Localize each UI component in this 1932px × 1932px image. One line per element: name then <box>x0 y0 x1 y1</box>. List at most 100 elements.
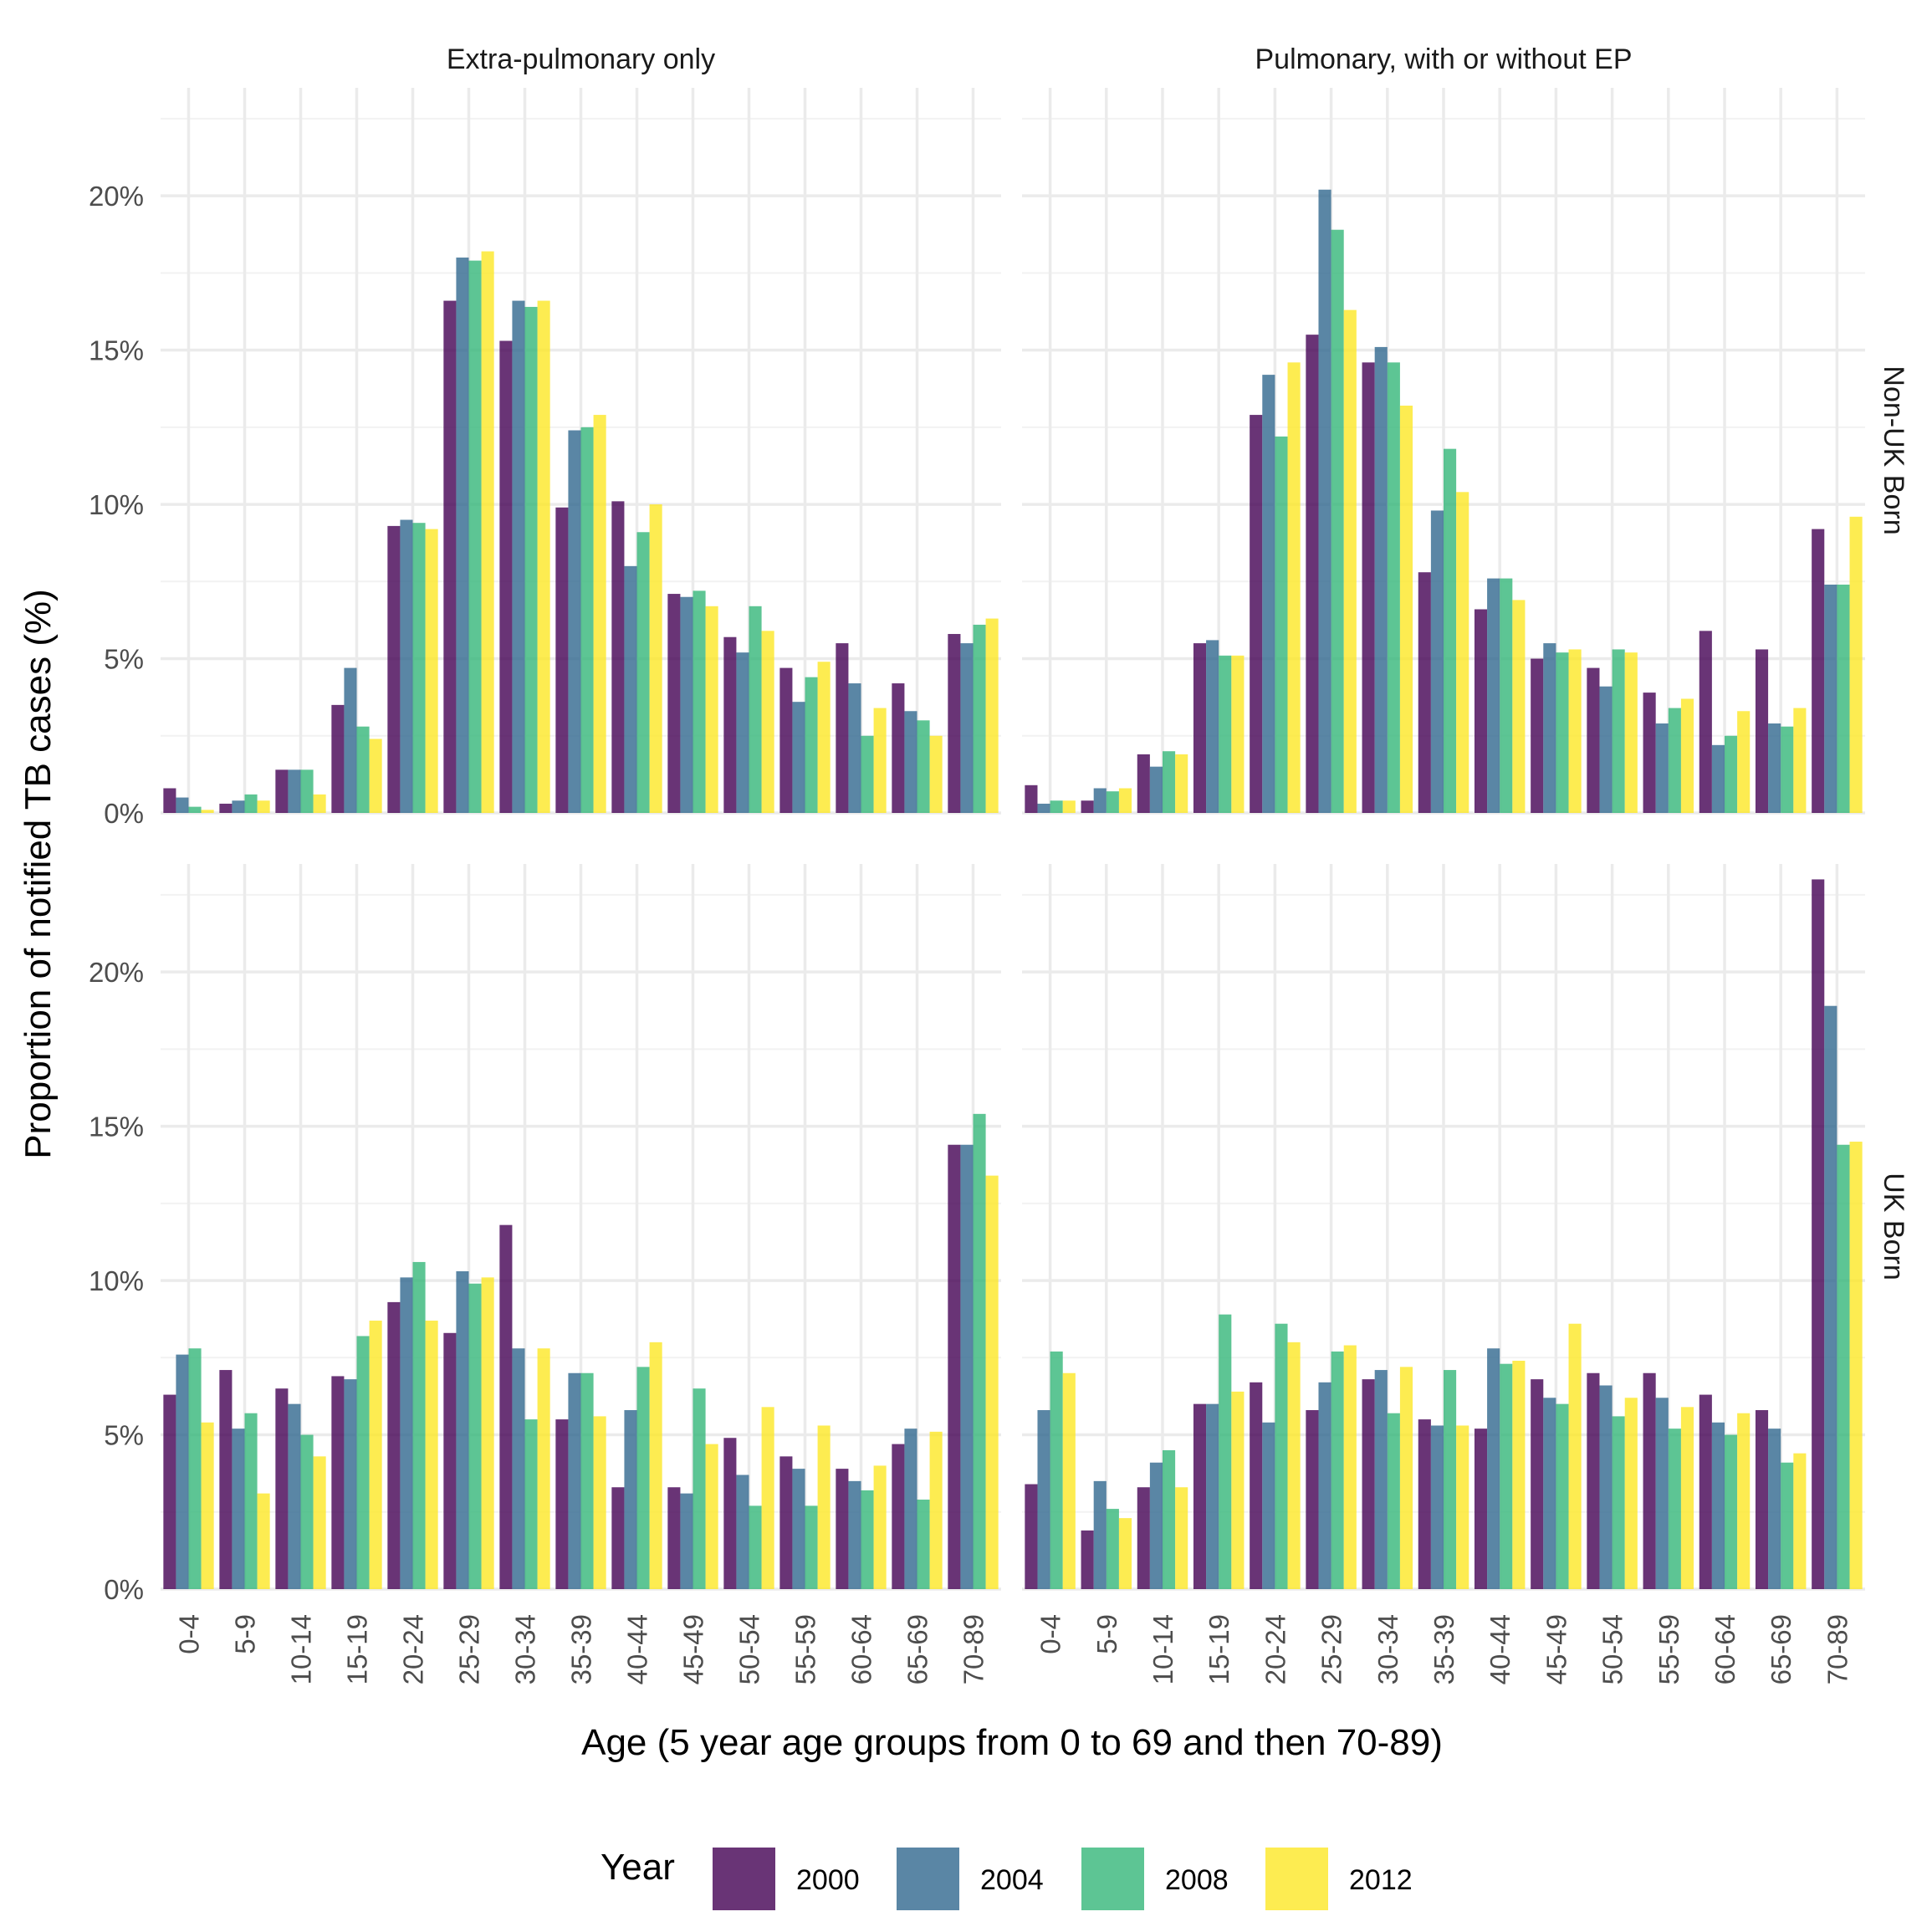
y-tick-label: 10% <box>89 1265 144 1296</box>
bar <box>1768 1429 1781 1589</box>
x-tick-label: 70-89 <box>958 1614 989 1684</box>
bar <box>244 794 258 813</box>
bar <box>1343 1345 1357 1589</box>
bar <box>667 594 681 813</box>
bar <box>512 300 525 813</box>
y-tick-label: 0% <box>104 798 144 829</box>
bar <box>1824 1005 1837 1589</box>
row-strip-label: UK Born <box>1878 1173 1909 1280</box>
x-tick-label: 40-44 <box>1485 1614 1515 1684</box>
bar <box>1081 1530 1094 1589</box>
bar <box>761 631 774 813</box>
bar <box>985 618 999 813</box>
bar <box>344 667 357 813</box>
bar <box>568 1372 581 1589</box>
bar <box>680 1493 693 1589</box>
panel: 0-4 5-9 10-14 15-19 20-24 25-29 30-34 35-39 40-4… <box>1022 864 1865 1684</box>
bar <box>1444 1370 1457 1589</box>
bar <box>1837 1144 1850 1589</box>
bar <box>1050 800 1063 813</box>
bar <box>499 340 513 813</box>
bar <box>904 1429 917 1589</box>
bar <box>624 565 637 813</box>
bar <box>1430 510 1444 813</box>
bar <box>792 702 805 813</box>
bar <box>1331 1351 1344 1589</box>
bar <box>1556 1403 1569 1589</box>
bar <box>163 1394 176 1589</box>
bar <box>524 306 538 813</box>
bar <box>313 1456 326 1589</box>
bar <box>1699 1394 1712 1589</box>
x-tick-label: 50-54 <box>1597 1614 1628 1684</box>
bar <box>275 769 289 813</box>
bar <box>917 720 930 813</box>
bar <box>929 735 943 813</box>
bar <box>1093 1480 1107 1589</box>
bar <box>736 1475 749 1589</box>
bar <box>1737 711 1751 813</box>
y-tick-label: 0% <box>104 1574 144 1605</box>
bar <box>1587 667 1600 813</box>
bar <box>232 1429 245 1589</box>
x-tick-label: 10-14 <box>1147 1614 1178 1684</box>
bar <box>344 1379 357 1589</box>
column-strip-label: Pulmonary, with or without EP <box>1255 43 1633 75</box>
bar <box>1149 1462 1163 1589</box>
x-tick-label: 30-34 <box>510 1614 541 1684</box>
bar <box>1624 1398 1638 1589</box>
bar <box>892 1444 905 1589</box>
legend-key <box>1265 1848 1328 1910</box>
bar <box>1668 708 1681 813</box>
bar <box>861 1490 874 1589</box>
x-tick-label: 10-14 <box>286 1614 317 1684</box>
bar <box>331 1376 345 1589</box>
bar <box>636 1367 650 1589</box>
bar <box>425 1321 438 1589</box>
bar <box>1275 436 1288 813</box>
bar <box>387 525 401 813</box>
x-tick-label: 25-29 <box>454 1614 485 1684</box>
bar <box>1193 643 1207 813</box>
bar <box>232 800 245 813</box>
bar <box>611 1487 625 1589</box>
bar <box>1781 726 1794 813</box>
bar <box>805 677 818 813</box>
bar <box>1474 1429 1488 1589</box>
bar <box>163 788 176 813</box>
bar <box>580 1372 594 1589</box>
bar <box>481 251 494 813</box>
bar <box>1037 1410 1050 1589</box>
x-tick-label: 35-39 <box>566 1614 597 1684</box>
bar <box>861 735 874 813</box>
bar <box>1543 643 1556 813</box>
bar <box>244 1413 258 1589</box>
bar <box>1250 1382 1263 1589</box>
y-axis-title: Proportion of notified TB cases (%) <box>18 589 59 1159</box>
bar <box>1106 791 1119 813</box>
bar <box>1275 1323 1288 1589</box>
bar <box>468 1283 482 1589</box>
legend-label: 2008 <box>1165 1864 1229 1896</box>
x-tick-label: 20-24 <box>1260 1614 1291 1684</box>
bar <box>1849 1142 1863 1589</box>
x-tick-label: 20-24 <box>398 1614 429 1684</box>
bar <box>331 704 345 813</box>
bar <box>779 1456 793 1589</box>
bar <box>1624 652 1638 813</box>
bar <box>1418 1419 1431 1589</box>
bar <box>1050 1351 1063 1589</box>
bar <box>300 769 314 813</box>
bar <box>387 1301 401 1589</box>
bar <box>1543 1398 1556 1589</box>
bar <box>792 1469 805 1589</box>
bar <box>649 504 662 813</box>
x-tick-label: 60-64 <box>1710 1614 1740 1684</box>
bar <box>443 1332 457 1589</box>
y-tick-label: 15% <box>89 335 144 366</box>
bar <box>1755 1410 1769 1589</box>
bar <box>1387 362 1400 814</box>
bar <box>636 532 650 813</box>
bar <box>1849 516 1863 813</box>
